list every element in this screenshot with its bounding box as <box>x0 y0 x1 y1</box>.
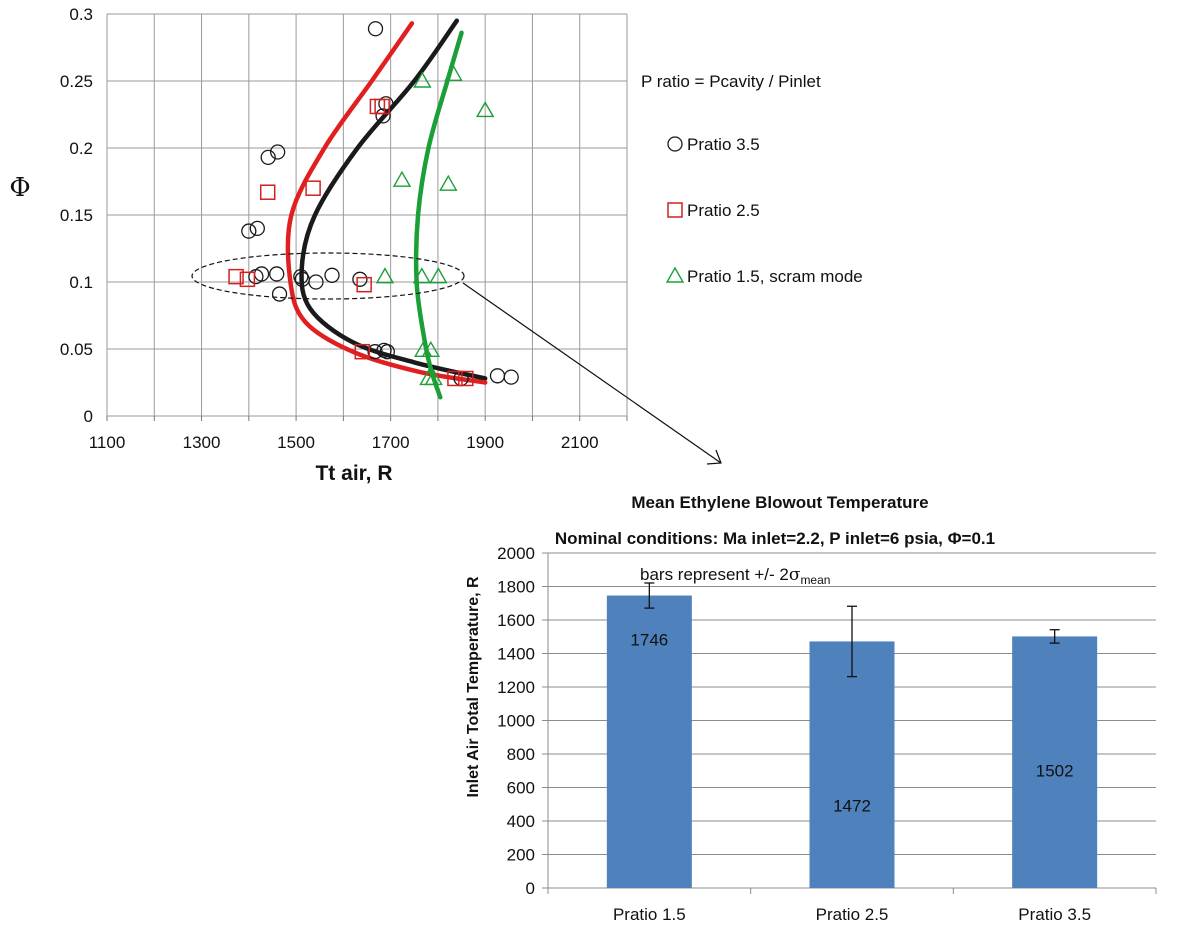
scatter-point-circle <box>490 369 504 383</box>
scatter-y-tick: 0.05 <box>60 340 93 359</box>
legend-label: Pratio 1.5, scram mode <box>687 267 863 286</box>
scatter-gridlines <box>107 14 627 421</box>
scatter-point-square <box>306 181 320 195</box>
scatter-x-tick: 1700 <box>372 433 410 452</box>
legend-title: P ratio = Pcavity / Pinlet <box>641 72 821 91</box>
scatter-point-circle <box>250 221 264 235</box>
scatter-y-tick: 0.15 <box>60 206 93 225</box>
note-subscript: mean <box>800 573 830 587</box>
scatter-x-tick: 2100 <box>561 433 599 452</box>
bar-y-tick: 400 <box>507 812 535 831</box>
scatter-x-tick: 1900 <box>466 433 504 452</box>
scatter-y-tick: 0.25 <box>60 72 93 91</box>
scatter-x-axis-title: Tt air, R <box>315 462 392 485</box>
note-sigma: σ <box>789 565 801 585</box>
note-prefix: bars represent +/- 2 <box>640 565 789 584</box>
scatter-point-circle <box>353 272 367 286</box>
bar-y-tick: 600 <box>507 779 535 798</box>
bar-y-axis-title: Inlet Air Total Temperature, R <box>465 576 482 798</box>
scatter-x-tick: 1500 <box>277 433 315 452</box>
bar-category-label: Pratio 1.5 <box>613 905 686 924</box>
scatter-y-tick: 0 <box>84 407 93 426</box>
bar-y-tick: 1400 <box>497 645 535 664</box>
bar-y-tick: 1200 <box>497 678 535 697</box>
scatter-y-tick: 0.2 <box>69 139 93 158</box>
scatter-x-tick: 1100 <box>89 433 126 452</box>
scatter-point-triangle <box>440 176 456 190</box>
legend-label: Pratio 2.5 <box>687 201 760 220</box>
bar-value-label: 1746 <box>630 631 668 650</box>
bar-value-label: 1472 <box>833 796 871 815</box>
fit-curve <box>288 23 485 382</box>
scatter-point-circle <box>504 370 518 384</box>
scatter-point-circle <box>325 268 339 282</box>
bar-chart-title-line1: Mean Ethylene Blowout Temperature <box>631 493 928 512</box>
bar-chart-note: bars represent +/- 2σmean <box>640 565 830 587</box>
bar-y-tick: 1600 <box>497 611 535 630</box>
legend-marker-circle <box>668 137 682 151</box>
scatter-y-tick: 0.1 <box>69 273 93 292</box>
scatter-point-square <box>261 185 275 199</box>
bar-y-tick: 800 <box>507 745 535 764</box>
scatter-point-triangle <box>394 172 410 186</box>
bar-y-tick: 0 <box>526 879 535 898</box>
bar-category-label: Pratio 3.5 <box>1018 905 1091 924</box>
cluster-ellipse <box>192 253 464 299</box>
bar-y-tick: 2000 <box>497 544 535 563</box>
bar-value-label: 1502 <box>1036 761 1074 780</box>
legend-label: Pratio 3.5 <box>687 135 760 154</box>
bar-tick-labels: 0 200 400 600 800 1000 1200 1400 1600 1800 2000 Pra… <box>497 544 1091 924</box>
scatter-point-circle <box>273 287 287 301</box>
scatter-tick-labels: 0 0.05 0.1 0.15 0.2 0.25 0.3 1100 1300 1500 1700 19… <box>60 5 599 452</box>
bar-category-label: Pratio 2.5 <box>816 905 889 924</box>
bar-y-tick: 200 <box>507 846 535 865</box>
scatter-legend: P ratio = Pcavity / Pinlet Pratio 3.5 Pra… <box>641 72 863 286</box>
bar <box>810 641 895 888</box>
bar-y-tick: 1800 <box>497 578 535 597</box>
bar-chart-title-line2: Nominal conditions: Ma inlet=2.2, P inle… <box>555 529 995 548</box>
scatter-x-tick: 1300 <box>183 433 221 452</box>
legend-marker-triangle <box>667 268 683 282</box>
bar-chart: Mean Ethylene Blowout Temperature Nomina… <box>465 493 1156 924</box>
scatter-point-circle <box>270 267 284 281</box>
scatter-y-axis-title: Φ <box>9 173 30 203</box>
bars: 1746 1472 1502 <box>607 583 1097 888</box>
scatter-chart: 0 0.05 0.1 0.15 0.2 0.25 0.3 1100 1300 1500 1700 19… <box>9 5 862 485</box>
scatter-y-tick: 0.3 <box>69 5 93 24</box>
scatter-point-circle <box>369 22 383 36</box>
legend-marker-square <box>668 203 682 217</box>
scatter-fit-curves <box>288 21 485 398</box>
bar-y-tick: 1000 <box>497 712 535 731</box>
cluster-annotation <box>192 253 721 464</box>
